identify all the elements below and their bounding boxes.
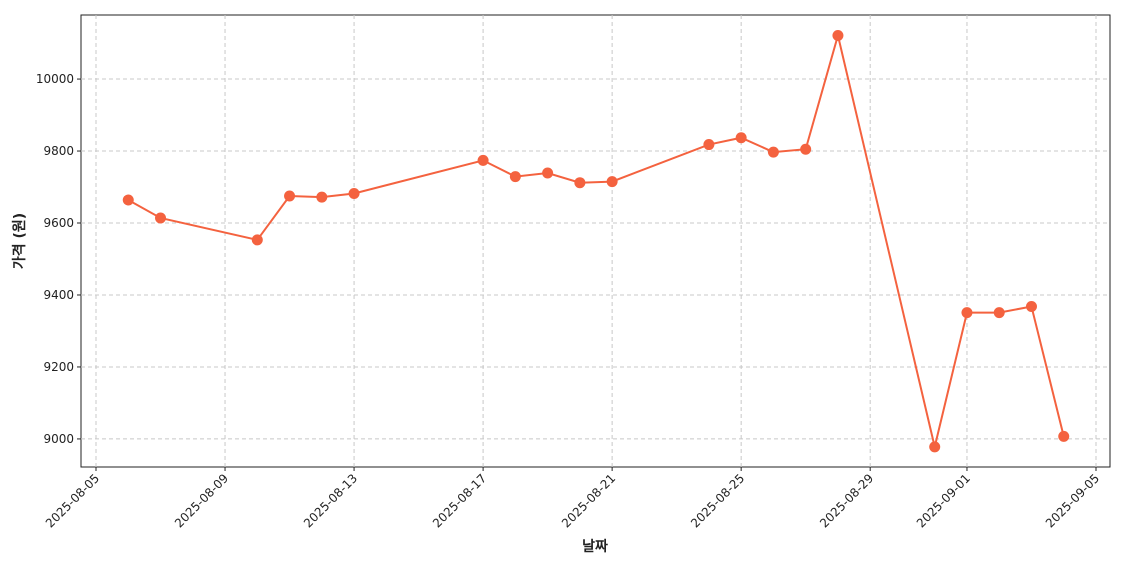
point — [1058, 430, 1070, 442]
x-tick-label: 2025-08-25 — [688, 471, 747, 530]
point — [961, 307, 973, 319]
point — [993, 307, 1005, 319]
point — [316, 191, 328, 203]
x-tick-label: 2025-08-29 — [817, 471, 876, 530]
x-tick-label: 2025-08-05 — [43, 471, 102, 530]
x-tick-label: 2025-08-13 — [301, 471, 360, 530]
y-tick-label: 9200 — [43, 360, 74, 374]
point — [703, 139, 715, 151]
point — [155, 212, 167, 224]
point — [284, 190, 296, 202]
point — [348, 187, 360, 199]
y-tick-label: 9000 — [43, 432, 74, 446]
x-tick-label: 2025-09-01 — [914, 471, 973, 530]
point — [832, 30, 844, 42]
point — [735, 132, 747, 144]
point — [767, 146, 779, 158]
y-axis-label: 가격 (원) — [11, 213, 28, 269]
point — [800, 143, 812, 155]
y-tick-label: 9600 — [43, 216, 74, 230]
x-axis-label: 날짜 — [582, 539, 608, 555]
point — [542, 167, 554, 179]
line — [127, 31, 1065, 448]
y-tick-label: 9800 — [43, 144, 74, 158]
x-tick-label: 2025-09-05 — [1043, 471, 1102, 530]
point — [929, 441, 941, 453]
x-tick-label: 2025-08-17 — [430, 471, 489, 530]
x-tick-label: 2025-08-09 — [172, 471, 231, 530]
point — [509, 171, 521, 183]
plot-frame — [80, 14, 1111, 468]
point — [606, 176, 618, 188]
point — [477, 154, 489, 166]
point — [122, 194, 134, 206]
y-tick-label: 9400 — [43, 288, 74, 302]
point — [1025, 300, 1037, 312]
x-tick-label: 2025-08-21 — [559, 471, 618, 530]
point — [574, 177, 586, 189]
point — [251, 234, 263, 246]
y-tick-label: 10000 — [36, 72, 74, 86]
